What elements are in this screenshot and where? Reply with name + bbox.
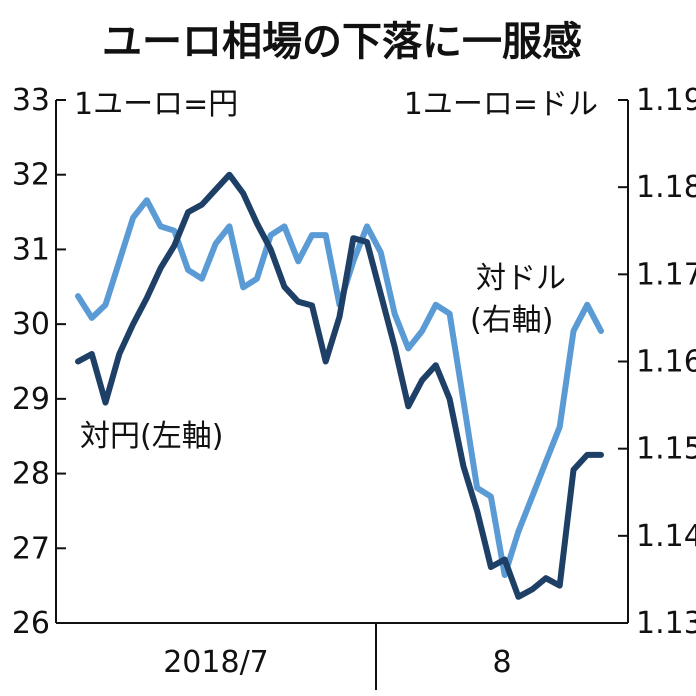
dollar-series-annotation: 対ドル <box>476 261 566 296</box>
right-axis-ticks: 1.19 1.18 1.17 1.16 1.15 1.14 1.13 <box>618 83 696 641</box>
right-tick-label: 1.16 <box>636 345 696 380</box>
yen-series-annotation: 対円(左軸) <box>80 419 223 454</box>
dollar-axis-annotation: (右軸) <box>470 303 553 338</box>
right-axis-unit-label: 1ユーロ=ドル <box>404 87 598 122</box>
left-tick-label: 28 <box>12 457 50 492</box>
x-tick-label: 8 <box>492 645 511 680</box>
left-tick-label: 31 <box>12 232 50 267</box>
right-tick-label: 1.14 <box>636 519 696 554</box>
right-tick-label: 1.15 <box>636 432 696 467</box>
x-axis-labels: 2018/7 8 <box>163 645 511 680</box>
x-tick-label: 2018/7 <box>163 645 269 680</box>
left-tick-label: 33 <box>12 83 50 118</box>
series-lines <box>75 171 604 600</box>
left-tick-label: 30 <box>12 307 50 342</box>
right-tick-label: 1.18 <box>636 170 696 205</box>
right-tick-label: 1.17 <box>636 257 696 292</box>
chart-title: ユーロ相場の下落に一服感 <box>102 19 582 65</box>
plot-frame <box>55 100 629 690</box>
left-axis-unit-label: 1ユーロ=円 <box>74 87 238 122</box>
right-tick-label: 1.13 <box>636 606 696 641</box>
left-tick-label: 26 <box>12 606 50 641</box>
left-axis-ticks: 33 32 31 30 29 28 27 26 <box>12 83 66 641</box>
left-tick-label: 32 <box>12 158 50 193</box>
right-tick-label: 1.19 <box>636 83 696 118</box>
dollar-series-line <box>75 197 604 579</box>
yen-series-line <box>75 171 604 600</box>
left-tick-label: 27 <box>12 531 50 566</box>
left-tick-label: 29 <box>12 382 50 417</box>
